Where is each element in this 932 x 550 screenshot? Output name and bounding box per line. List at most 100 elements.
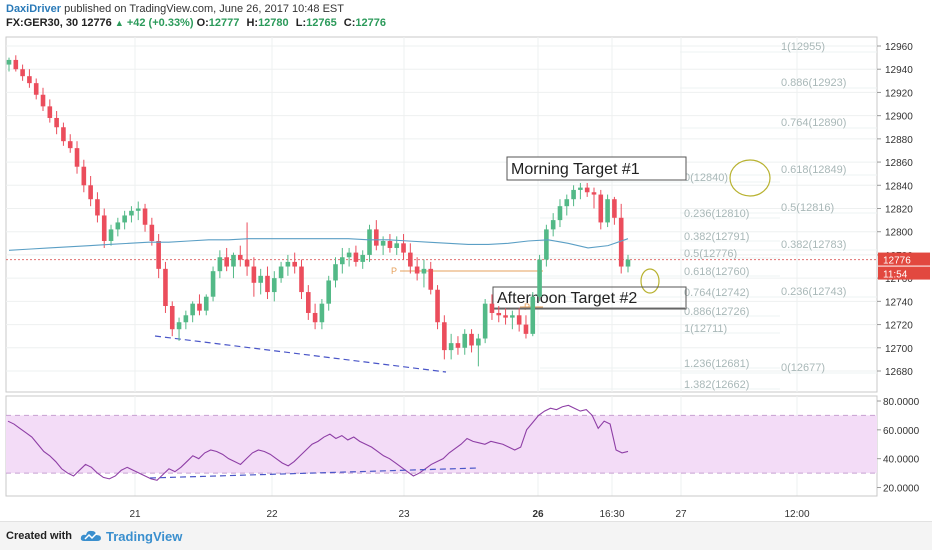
candle-body bbox=[489, 303, 495, 313]
candle-body bbox=[476, 338, 481, 346]
candle-body bbox=[292, 261, 297, 267]
candle-body bbox=[305, 292, 311, 313]
target-ellipse bbox=[640, 268, 660, 294]
candle-body bbox=[598, 194, 604, 223]
fib-right-label: 0.5(12776) bbox=[684, 248, 737, 260]
moving-average-line bbox=[8, 238, 629, 251]
candle-body bbox=[13, 59, 19, 70]
candle-body bbox=[190, 303, 195, 316]
countdown-tag bbox=[878, 266, 930, 280]
created-with-label: Created with bbox=[6, 530, 73, 542]
candle-body bbox=[40, 94, 46, 107]
candle-body bbox=[176, 322, 182, 330]
tradingview-brand: TradingView bbox=[106, 528, 183, 544]
y-tick-label: 12960 bbox=[885, 42, 913, 53]
candle-body bbox=[510, 315, 515, 318]
rsi-trendline bbox=[149, 467, 479, 479]
candle-body bbox=[557, 206, 563, 221]
candle-body bbox=[340, 257, 345, 265]
cloud-icon bbox=[80, 530, 102, 541]
chart-header: DaxiDriver published on TradingView.com,… bbox=[6, 2, 926, 30]
rsi-pane bbox=[6, 404, 877, 481]
open-label: O: bbox=[196, 17, 209, 29]
fibonacci-levels: 1(12955) 0.886(12923) 0.764(12890) 0.618(12… bbox=[540, 41, 877, 391]
candle-body bbox=[319, 303, 325, 323]
candle-body bbox=[544, 229, 549, 260]
candle-body bbox=[435, 289, 440, 323]
symbol-label[interactable]: FX:GER30, 30 bbox=[6, 17, 79, 29]
candle-body bbox=[210, 271, 216, 297]
candle-body bbox=[496, 312, 502, 316]
countdown-label: 11:54 bbox=[883, 270, 908, 281]
high-label: H: bbox=[246, 17, 259, 29]
candle-body bbox=[482, 303, 488, 339]
fib-right-label: 0.886(12726) bbox=[684, 306, 749, 318]
candle-body bbox=[564, 199, 570, 207]
candle-body bbox=[312, 312, 318, 323]
candle-body bbox=[108, 229, 114, 241]
candle-body bbox=[299, 266, 304, 293]
x-tick-label: 27 bbox=[675, 509, 687, 520]
candle-body bbox=[618, 217, 624, 267]
candle-body bbox=[271, 278, 277, 293]
footer-bar: Created with TradingView bbox=[0, 521, 932, 550]
candle-body bbox=[122, 215, 127, 223]
candle-body bbox=[401, 243, 406, 253]
candle-body bbox=[285, 261, 291, 267]
candle-body bbox=[61, 127, 66, 142]
tradingview-logo[interactable]: TradingView bbox=[80, 529, 182, 544]
candle-body bbox=[20, 69, 25, 77]
candle-body bbox=[448, 343, 454, 351]
pivot-marker: P bbox=[391, 266, 397, 276]
candle-body bbox=[442, 322, 447, 351]
candle-body bbox=[278, 266, 284, 279]
candle-body bbox=[95, 199, 100, 216]
candle-body bbox=[47, 106, 53, 118]
candle-body bbox=[88, 185, 93, 200]
candle-body bbox=[367, 229, 372, 255]
x-tick-label: 21 bbox=[129, 509, 141, 520]
candle-body bbox=[101, 215, 107, 241]
y-tick-label: 12740 bbox=[885, 297, 913, 308]
candle-body bbox=[374, 229, 379, 246]
candle-body bbox=[503, 315, 508, 318]
candle-body bbox=[516, 315, 522, 325]
fib-right-label: 0.382(12791) bbox=[684, 231, 749, 243]
author-link[interactable]: DaxiDriver bbox=[6, 3, 62, 15]
rsi-tick-label: 20.0000 bbox=[883, 484, 920, 495]
candle-body bbox=[129, 210, 134, 216]
fib-right-label: 0.764(12742) bbox=[684, 287, 749, 299]
candle-body bbox=[197, 303, 202, 311]
candle-body bbox=[237, 254, 243, 260]
last-price-tag-label: 12776 bbox=[883, 256, 911, 267]
candle-body bbox=[387, 241, 393, 248]
candle-body bbox=[217, 257, 223, 272]
low-value: 12765 bbox=[306, 17, 337, 29]
candle-body bbox=[421, 268, 427, 274]
chart-canvas[interactable]: 1(12955) 0.886(12923) 0.764(12890) 0.618(12… bbox=[0, 0, 932, 522]
fib-right-label: 0.618(12760) bbox=[684, 266, 749, 278]
x-tick-label: 12:00 bbox=[784, 509, 809, 520]
y-tick-label: 12720 bbox=[885, 321, 913, 332]
fib-left-label: 0(12677) bbox=[781, 362, 825, 374]
rsi-tick-label: 40.0000 bbox=[883, 455, 920, 466]
publish-info: published on TradingView.com, June 26, 2… bbox=[64, 3, 344, 15]
candle-body bbox=[455, 343, 461, 348]
candle-body bbox=[74, 148, 80, 167]
candle-body bbox=[394, 243, 400, 248]
candle-body bbox=[6, 59, 12, 65]
price-trendline bbox=[154, 335, 447, 373]
candle-body bbox=[33, 83, 39, 95]
candle-body bbox=[380, 241, 386, 246]
rsi-tick-label: 60.0000 bbox=[883, 426, 920, 437]
y-tick-label: 12700 bbox=[885, 344, 913, 355]
y-tick-label: 12900 bbox=[885, 112, 913, 123]
candle-body bbox=[584, 187, 590, 193]
candle-body bbox=[523, 324, 529, 334]
axes: 1268012700127201274012760127801280012820… bbox=[6, 42, 930, 520]
x-tick-label: 26 bbox=[532, 509, 544, 520]
candle-body bbox=[469, 333, 474, 346]
candle-body bbox=[142, 208, 148, 225]
candle-body bbox=[605, 199, 610, 223]
candle-body bbox=[591, 192, 597, 195]
